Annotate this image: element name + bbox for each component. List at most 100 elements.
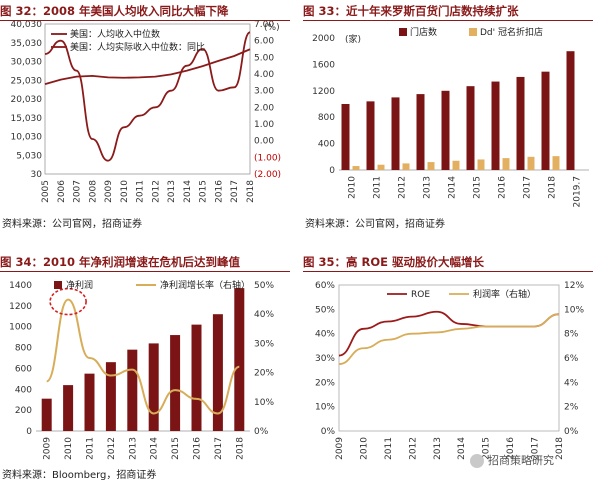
x-tick-label: 2016 xyxy=(506,437,516,460)
legend-label: ROE xyxy=(411,290,430,300)
panel-32-title: 图 32：2008 年美国人均收入同比大幅下降 xyxy=(0,2,290,21)
legend-label: 美国：人均实际收入中位数：同比 xyxy=(70,41,205,53)
chart-panel-33: 图 33：近十年来罗斯百货门店数持续扩张 2000 1600 1200 800 400 0… xyxy=(303,0,600,232)
y-right-tick-label: 2.00 xyxy=(254,103,274,113)
y-left-tick-label: 600 xyxy=(15,364,32,374)
x-tick-label: 2018 xyxy=(235,437,245,460)
y-tick-label: 1200 xyxy=(312,87,335,97)
x-tick-label: 2009 xyxy=(43,437,53,460)
y-left-tick-label: 40% xyxy=(315,330,335,340)
bar-dd-store-count xyxy=(527,156,535,170)
series-profit-margin-line xyxy=(338,313,560,365)
panel-34-title: 图 34：2010 年净利润增速在危机后达到峰值 xyxy=(0,253,290,272)
panel-33-title: 图 33：近十年来罗斯百货门店数持续扩张 xyxy=(303,2,593,21)
y-right-tick-label: 2% xyxy=(564,403,579,413)
y-right-tick-label: 50% xyxy=(254,281,274,291)
x-tick-label: 2015 xyxy=(473,176,483,199)
bar-store-count xyxy=(416,94,425,170)
y-left-tick-label: 35,030 xyxy=(11,39,43,49)
y-right-tick-label: 8% xyxy=(564,330,579,340)
x-tick-label: 2012 xyxy=(151,180,161,203)
x-tick-label: 2011 xyxy=(86,437,96,460)
bar-store-count xyxy=(441,90,450,170)
bar-net-profit xyxy=(191,324,202,431)
bar-net-profit xyxy=(148,343,159,431)
y-left-tick-label: 1200 xyxy=(9,302,32,312)
bar-net-profit xyxy=(41,398,52,431)
bar-store-count xyxy=(516,76,525,170)
y-tick-label: 800 xyxy=(318,113,335,123)
x-tick-label: 2010 xyxy=(359,437,369,460)
x-tick-label: 2015 xyxy=(482,437,492,460)
x-tick-label: 2013 xyxy=(433,437,443,460)
bar-store-count xyxy=(366,101,375,170)
y-left-tick-label: 10% xyxy=(315,403,335,413)
chart-33: 2000 1600 1200 800 400 0 (家) 2010 2011 2012 2013 20… xyxy=(312,26,589,208)
y-left-tick-label: 50% xyxy=(315,305,335,315)
y-left-tick-label: 1400 xyxy=(9,281,32,291)
bar-dd-store-count xyxy=(352,166,360,170)
panel-32-source: 资料来源：公司官网，招商证券 xyxy=(2,219,142,230)
y-unit-label: (家) xyxy=(345,33,361,45)
y-left-tick-label: 0 xyxy=(26,427,32,437)
series-income-median-line xyxy=(44,48,251,85)
plot-frame xyxy=(44,23,251,175)
y-right-tick-label: 40% xyxy=(254,310,274,320)
y-right-tick-label: 20% xyxy=(254,369,274,379)
x-tick-label: 2019.7 xyxy=(573,176,583,208)
y-right-tick-label: 30% xyxy=(254,339,274,349)
x-tick-label: 2016 xyxy=(214,180,224,203)
y-right-tick-label: 7.00 xyxy=(254,20,274,30)
y-right-tick-label: 10% xyxy=(564,305,584,315)
x-tick-label: 2017 xyxy=(230,180,240,203)
y-tick-label: 2000 xyxy=(312,34,335,44)
panel-34-source: 资料来源：Bloomberg，招商证券 xyxy=(2,470,157,481)
bar-net-profit xyxy=(170,335,181,431)
legend-swatch xyxy=(469,28,477,36)
legend-label: 门店数 xyxy=(410,26,437,38)
x-tick-label: 2009 xyxy=(335,437,345,460)
y-right-tick-label: 4% xyxy=(564,378,579,388)
bar-dd-store-count xyxy=(377,164,385,170)
x-tick-label: 2018 xyxy=(548,176,558,199)
chart-32: 40,030 35,030 30,030 25,030 20,030 15,030 10,0… xyxy=(11,20,282,203)
y-right-tick-label: (2.00) xyxy=(254,170,281,180)
chart-panel-35: 图 35：高 ROE 驱动股价大幅增长 60% 50% 40% 30% 20% 10% 0%… xyxy=(303,253,600,483)
y-left-tick-label: 15,030 xyxy=(11,114,43,124)
y-left-tick-label: 800 xyxy=(15,344,32,354)
plot-frame xyxy=(338,284,560,432)
bar-store-count xyxy=(566,51,575,171)
legend-label: Dd' 冠名折扣店 xyxy=(480,26,543,38)
x-tick-label: 2013 xyxy=(423,176,433,199)
x-tick-label: 2014 xyxy=(457,437,467,460)
legend-label: 净利润增长率（右轴） xyxy=(160,279,250,291)
x-tick-label: 2005 xyxy=(41,180,51,203)
bar-dd-store-count xyxy=(452,160,460,170)
legend-swatch xyxy=(54,281,62,289)
y-tick-label: 1600 xyxy=(312,60,335,70)
bar-net-profit xyxy=(63,385,74,431)
y-left-tick-label: 60% xyxy=(315,281,335,291)
wechat-logo-icon xyxy=(470,454,484,468)
y-right-tick-label: 6% xyxy=(564,354,579,364)
bar-dd-store-count xyxy=(427,162,435,170)
series-growth-rate-line xyxy=(46,298,240,415)
bar-store-count xyxy=(541,71,550,170)
y-tick-label: 400 xyxy=(318,140,335,150)
bar-store-count xyxy=(341,104,350,170)
y-right-tick-label: 12% xyxy=(564,281,584,291)
y-left-tick-label: 0% xyxy=(321,427,336,437)
x-tick-label: 2012 xyxy=(107,437,117,460)
y-tick-label: 0 xyxy=(329,166,335,176)
legend-label: 美国：人均收入中位数 xyxy=(70,28,160,40)
peak-highlight-circle xyxy=(49,287,87,316)
x-tick-label: 2014 xyxy=(150,437,160,460)
y-left-tick-label: 400 xyxy=(15,385,32,395)
y-left-tick-label: 30,030 xyxy=(11,58,43,68)
y-left-tick-label: 20,030 xyxy=(11,95,43,105)
y-left-tick-label: 20% xyxy=(315,378,335,388)
bar-store-count xyxy=(391,97,400,170)
y-left-tick-label: 5,030 xyxy=(16,151,42,161)
series-roe-line xyxy=(338,310,560,357)
bar-net-profit xyxy=(127,349,138,431)
